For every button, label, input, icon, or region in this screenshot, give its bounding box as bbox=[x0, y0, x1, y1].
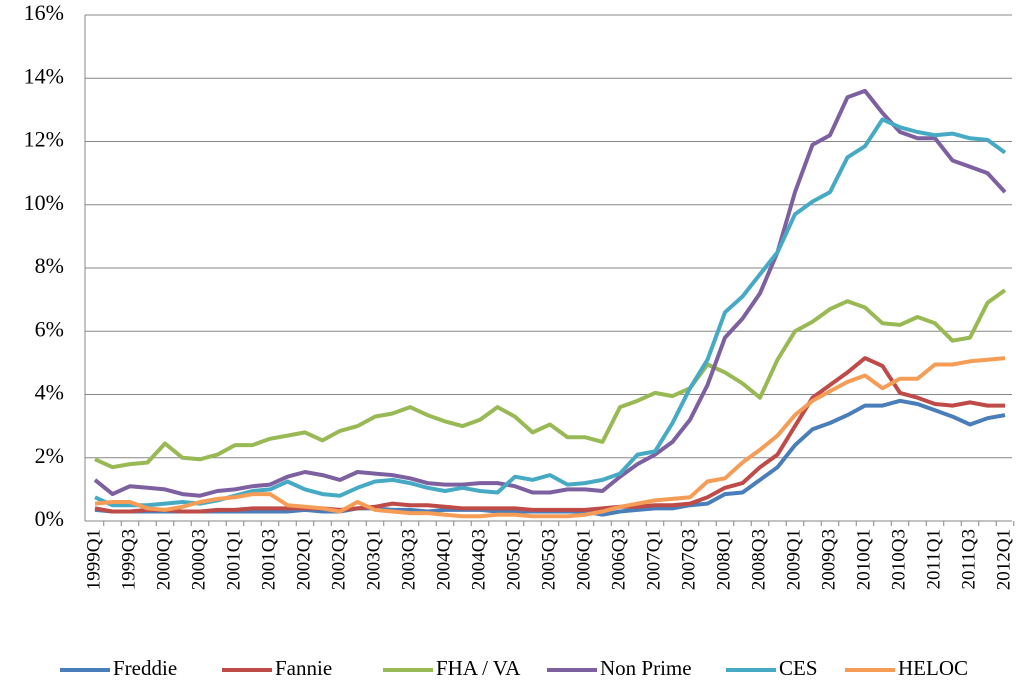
y-tick-label: 14% bbox=[24, 63, 64, 88]
x-tick-label: 2007Q1 bbox=[643, 529, 664, 590]
x-tick-label: 2000Q1 bbox=[153, 529, 174, 590]
y-tick-label: 0% bbox=[35, 506, 64, 531]
x-tick-label: 1999Q1 bbox=[83, 529, 104, 590]
x-tick-label: 2004Q3 bbox=[468, 529, 489, 590]
x-tick-label: 2011Q3 bbox=[958, 529, 979, 590]
y-tick-label: 2% bbox=[35, 443, 64, 468]
x-tick-label: 2008Q1 bbox=[713, 529, 734, 590]
series-line bbox=[94, 356, 1005, 514]
legend-label: HELOC bbox=[898, 656, 968, 680]
legend-label: Freddie bbox=[113, 656, 177, 680]
series-line bbox=[94, 117, 1007, 508]
legend-label: FHA / VA bbox=[436, 656, 521, 680]
x-tick-label: 2002Q1 bbox=[293, 529, 314, 590]
y-tick-label: 6% bbox=[35, 316, 64, 341]
legend-label: CES bbox=[779, 656, 818, 680]
x-tick-label: 2003Q1 bbox=[363, 529, 384, 590]
x-tick-label: 2010Q1 bbox=[853, 529, 874, 590]
x-tick-label: 2007Q3 bbox=[678, 529, 699, 590]
x-tick-label: 2001Q3 bbox=[258, 529, 279, 590]
x-tick-label: 2011Q1 bbox=[923, 529, 944, 590]
x-tick-label: 2002Q3 bbox=[328, 529, 349, 590]
legend-label: Non Prime bbox=[600, 656, 692, 680]
series-line bbox=[94, 356, 1006, 519]
x-tick-label: 2000Q3 bbox=[188, 529, 209, 590]
x-tick-label: 2006Q3 bbox=[608, 529, 629, 590]
y-tick-label: 16% bbox=[24, 0, 64, 25]
y-tick-label: 4% bbox=[35, 380, 64, 405]
x-tick-label: 2005Q3 bbox=[538, 529, 559, 590]
x-tick-label: 2004Q1 bbox=[433, 529, 454, 590]
x-tick-label: 2005Q1 bbox=[503, 529, 524, 590]
x-tick-label: 2010Q3 bbox=[888, 529, 909, 590]
y-tick-label: 8% bbox=[35, 253, 64, 278]
y-tick-label: 12% bbox=[24, 127, 64, 152]
x-tick-label: 2012Q1 bbox=[993, 529, 1014, 590]
x-tick-label: 2008Q3 bbox=[748, 529, 769, 590]
y-tick-label: 10% bbox=[24, 190, 64, 215]
series-line bbox=[94, 288, 1007, 470]
x-tick-label: 1999Q3 bbox=[118, 529, 139, 590]
series-line bbox=[93, 88, 1007, 498]
x-tick-label: 2009Q1 bbox=[783, 529, 804, 590]
legend-label: Fannie bbox=[275, 656, 332, 680]
x-tick-label: 2001Q1 bbox=[223, 529, 244, 590]
x-tick-label: 2009Q3 bbox=[818, 529, 839, 590]
x-tick-label: 2006Q1 bbox=[573, 529, 594, 590]
x-tick-label: 2003Q3 bbox=[398, 529, 419, 590]
